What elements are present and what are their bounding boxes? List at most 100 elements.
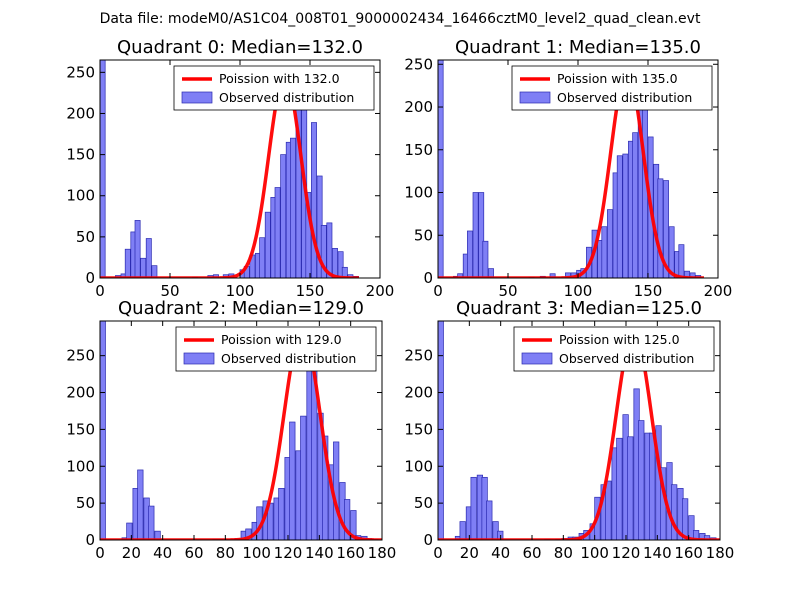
histogram-bar — [457, 273, 464, 278]
quadrant-title: Quadrant 1: Median=135.0 — [455, 37, 701, 58]
quadrant-0-panel: 0 50 100 150 200 0 50 100 150 200 250 Quadrant 0: M… — [66, 37, 394, 300]
y-tick-label: 150 — [66, 420, 95, 438]
x-tick-label: 0 — [95, 544, 105, 562]
legend-line-label: Poission with 125.0 — [559, 332, 680, 347]
y-tick-label: 0 — [85, 531, 95, 549]
y-tick-label: 0 — [85, 269, 95, 287]
histogram-bar — [438, 60, 444, 278]
y-tick-label: 200 — [404, 384, 433, 402]
histogram-bar — [300, 415, 307, 540]
x-tick-label: 140 — [643, 544, 672, 562]
legend: Poission with 125.0 Observed distribution — [513, 326, 715, 372]
figure-suptitle: Data file: modeM0/AS1C04_008T01_90000024… — [100, 11, 701, 27]
y-tick-label: 100 — [66, 457, 95, 475]
y-tick-label: 100 — [404, 457, 433, 475]
y-tick-label: 200 — [66, 384, 95, 402]
quadrant-1-panel: 0 50 100 150 200 0 50 100 150 200 250 Quadrant 1: M… — [404, 37, 732, 300]
histogram-bar — [638, 420, 645, 540]
x-tick-label: 100 — [242, 544, 271, 562]
histogram-bar — [145, 238, 152, 278]
y-tick-label: 150 — [404, 141, 433, 159]
legend: Poission with 135.0 Observed distribution — [511, 65, 713, 111]
histogram-bar — [657, 178, 664, 278]
histogram-bar — [622, 153, 629, 278]
x-tick-label: 180 — [368, 544, 397, 562]
histogram-bar — [100, 60, 106, 278]
y-tick-label: 150 — [404, 420, 433, 438]
legend-line-label: Poission with 129.0 — [221, 332, 342, 347]
histogram-bar — [682, 498, 689, 540]
histogram-bar — [627, 436, 634, 540]
y-tick-label: 250 — [66, 347, 95, 365]
y-tick-label: 200 — [66, 104, 95, 122]
poisson-curve — [100, 328, 382, 540]
y-tick-label: 0 — [423, 269, 433, 287]
histogram-bar — [337, 251, 344, 278]
plot-area — [438, 60, 706, 278]
x-tick-label: 40 — [153, 544, 172, 562]
legend-line-label: Poission with 132.0 — [219, 71, 340, 86]
histogram-bar — [100, 321, 106, 540]
x-tick-label: 20 — [122, 544, 141, 562]
legend-bar-label: Observed distribution — [219, 90, 354, 105]
histogram-bar — [274, 187, 281, 278]
histogram-bar — [678, 244, 685, 278]
y-tick-label: 0 — [423, 531, 433, 549]
histogram-bar — [148, 505, 155, 540]
y-tick-label: 100 — [66, 187, 95, 205]
histogram-bar — [124, 248, 131, 278]
y-tick-label: 50 — [414, 226, 433, 244]
poisson-curve — [438, 68, 706, 278]
x-tick-label: 150 — [296, 282, 325, 300]
x-tick-label: 40 — [491, 544, 510, 562]
x-tick-label: 140 — [305, 544, 334, 562]
x-tick-label: 200 — [366, 282, 395, 300]
histogram-bar — [137, 469, 144, 540]
x-tick-label: 100 — [564, 282, 593, 300]
histogram-bar — [671, 484, 678, 540]
x-tick-label: 50 — [498, 282, 517, 300]
histogram-bar — [492, 521, 499, 540]
histogram-bar — [332, 248, 338, 278]
x-tick-label: 150 — [634, 282, 663, 300]
histogram-bar — [616, 155, 623, 278]
histogram-bar — [311, 122, 317, 278]
x-tick-label: 0 — [95, 282, 105, 300]
y-tick-label: 250 — [404, 55, 433, 73]
histogram-bar — [305, 192, 312, 278]
x-tick-label: 160 — [336, 544, 365, 562]
quadrant-3-panel: 0 20 40 60 80 100 120 140 160 180050100150200250Q… — [404, 298, 734, 562]
histogram-bar — [264, 211, 271, 278]
legend-bar-swatch — [521, 352, 553, 365]
histogram-bar — [472, 192, 479, 278]
histogram-bar — [289, 421, 296, 540]
y-tick-label: 250 — [66, 63, 95, 81]
x-tick-label: 160 — [674, 544, 703, 562]
poisson-curve — [100, 74, 361, 278]
histogram-bar — [140, 257, 147, 278]
histogram-bar — [605, 480, 612, 540]
x-tick-label: 80 — [216, 544, 235, 562]
legend: Poission with 132.0 Observed distribution — [173, 65, 375, 111]
histogram-bar — [470, 476, 477, 540]
histogram-bar — [438, 321, 444, 540]
histogram-bar — [126, 522, 133, 540]
histogram-bar — [482, 240, 489, 278]
y-tick-label: 250 — [404, 347, 433, 365]
legend-bar-swatch — [183, 352, 215, 365]
legend: Poission with 129.0 Observed distribution — [175, 326, 377, 372]
legend-bar-label: Observed distribution — [221, 351, 356, 366]
y-tick-label: 50 — [76, 228, 95, 246]
x-tick-label: 0 — [433, 282, 443, 300]
x-tick-label: 20 — [460, 544, 479, 562]
y-tick-label: 200 — [404, 98, 433, 116]
x-tick-label: 100 — [580, 544, 609, 562]
y-tick-label: 150 — [66, 146, 95, 164]
x-tick-label: 200 — [704, 282, 733, 300]
x-tick-label: 0 — [433, 544, 443, 562]
x-tick-label: 60 — [184, 544, 203, 562]
x-tick-label: 100 — [226, 282, 255, 300]
histogram-bar — [632, 132, 639, 278]
y-tick-label: 50 — [414, 494, 433, 512]
